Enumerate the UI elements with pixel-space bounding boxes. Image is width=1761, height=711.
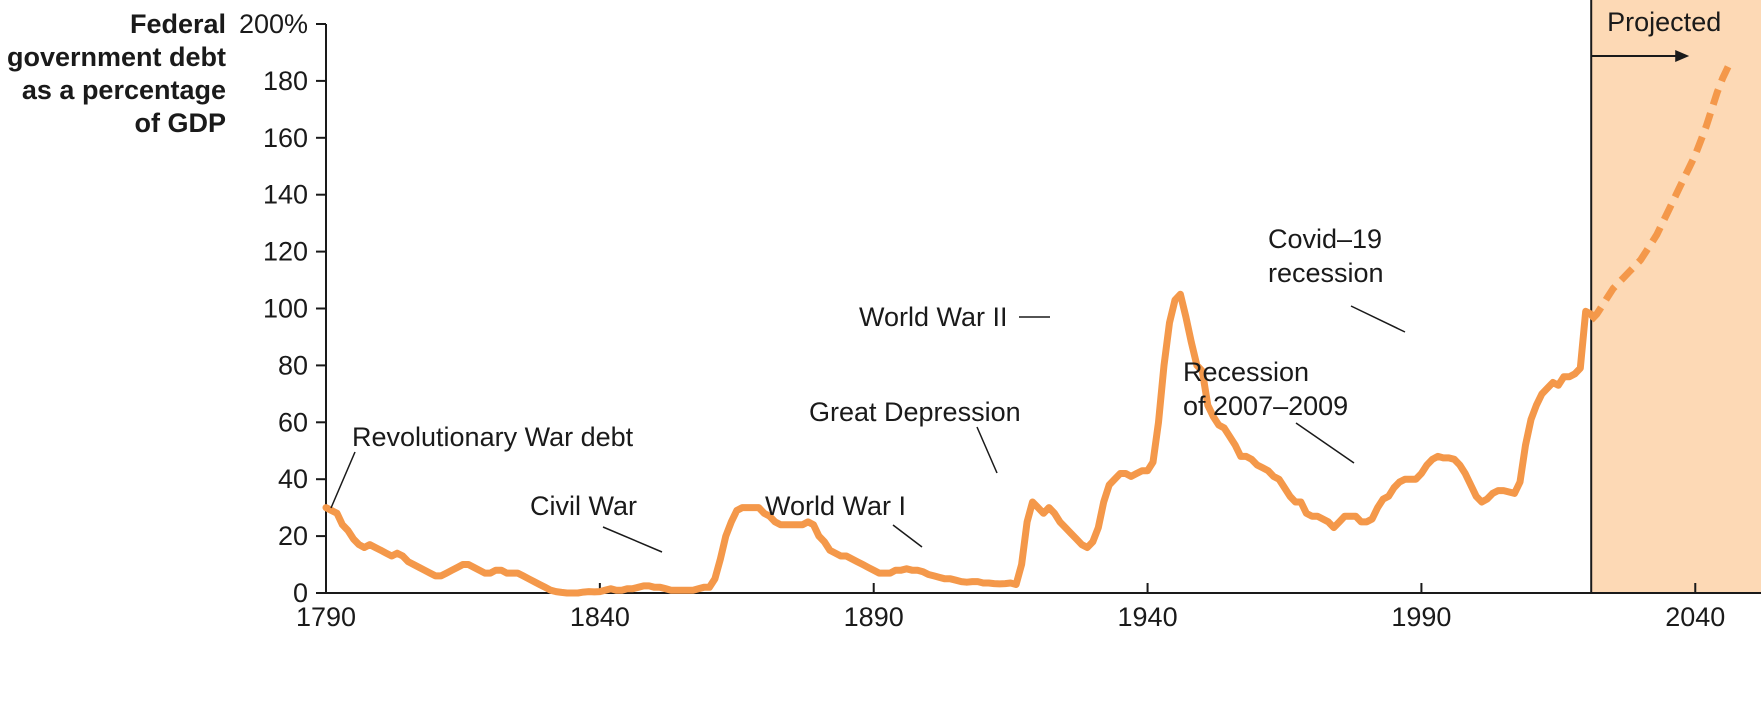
annotation-leader-line [602,526,663,553]
y-tick-label: 160 [263,123,308,153]
y-tick-label: 120 [263,237,308,267]
y-axis-title-line: of GDP [134,108,227,138]
projection-region: Projected [1590,0,1761,593]
y-tick-label: 80 [278,350,308,380]
projected-debt-line [1588,65,1732,323]
annotation-leader-line [1350,305,1406,333]
annotation-leader-line [1295,422,1355,464]
y-axis-title-line: government debt [6,42,226,72]
annotation-label-revolutionary-war: Revolutionary War debt [352,422,634,452]
y-axis-title: Federal government debt as a percentage … [0,8,226,140]
historical-debt-line [322,290,1595,597]
y-tick-label: 200% [239,9,308,39]
y-tick-label: 140 [263,180,308,210]
annotation-label-world-war-ii: World War II [859,302,1008,332]
annotation-leader-line [330,451,356,509]
projection-arrow-head [1675,50,1690,62]
x-tick-label: 1890 [844,602,904,632]
annotation-leader-line [976,426,998,474]
y-tick-label: 60 [278,407,308,437]
x-tick-label: 1940 [1118,602,1178,632]
y-tick-label: 100 [263,294,308,324]
x-tick-label: 2040 [1665,602,1725,632]
annotation-leader-line [892,524,923,548]
x-tick-label: 1840 [570,602,630,632]
annotation-label-recession-2007: Recession [1183,357,1309,387]
series-layer [322,65,1732,597]
y-tick-label: 20 [278,521,308,551]
annotation-label-great-depression: Great Depression [809,397,1021,427]
annotation-label-covid-recession: recession [1268,258,1384,288]
y-tick-label: 0 [293,578,308,608]
x-tick-label: 1790 [296,602,356,632]
y-axis-title-line: as a percentage [21,75,226,105]
projected-label: Projected [1607,7,1721,37]
y-tick-label: 180 [263,66,308,96]
annotation-label-covid-recession: Covid–19 [1268,224,1382,254]
y-axis-title-line: Federal [129,9,226,39]
annotation-label-recession-2007: of 2007–2009 [1183,391,1348,421]
x-tick-label: 1990 [1391,602,1451,632]
projection-shade [1591,0,1761,593]
y-tick-label: 40 [278,464,308,494]
annotation-label-world-war-i: World War I [765,491,906,521]
annotation-label-civil-war: Civil War [530,491,637,521]
annotations: Revolutionary War debt Civil War World War… [330,224,1406,553]
